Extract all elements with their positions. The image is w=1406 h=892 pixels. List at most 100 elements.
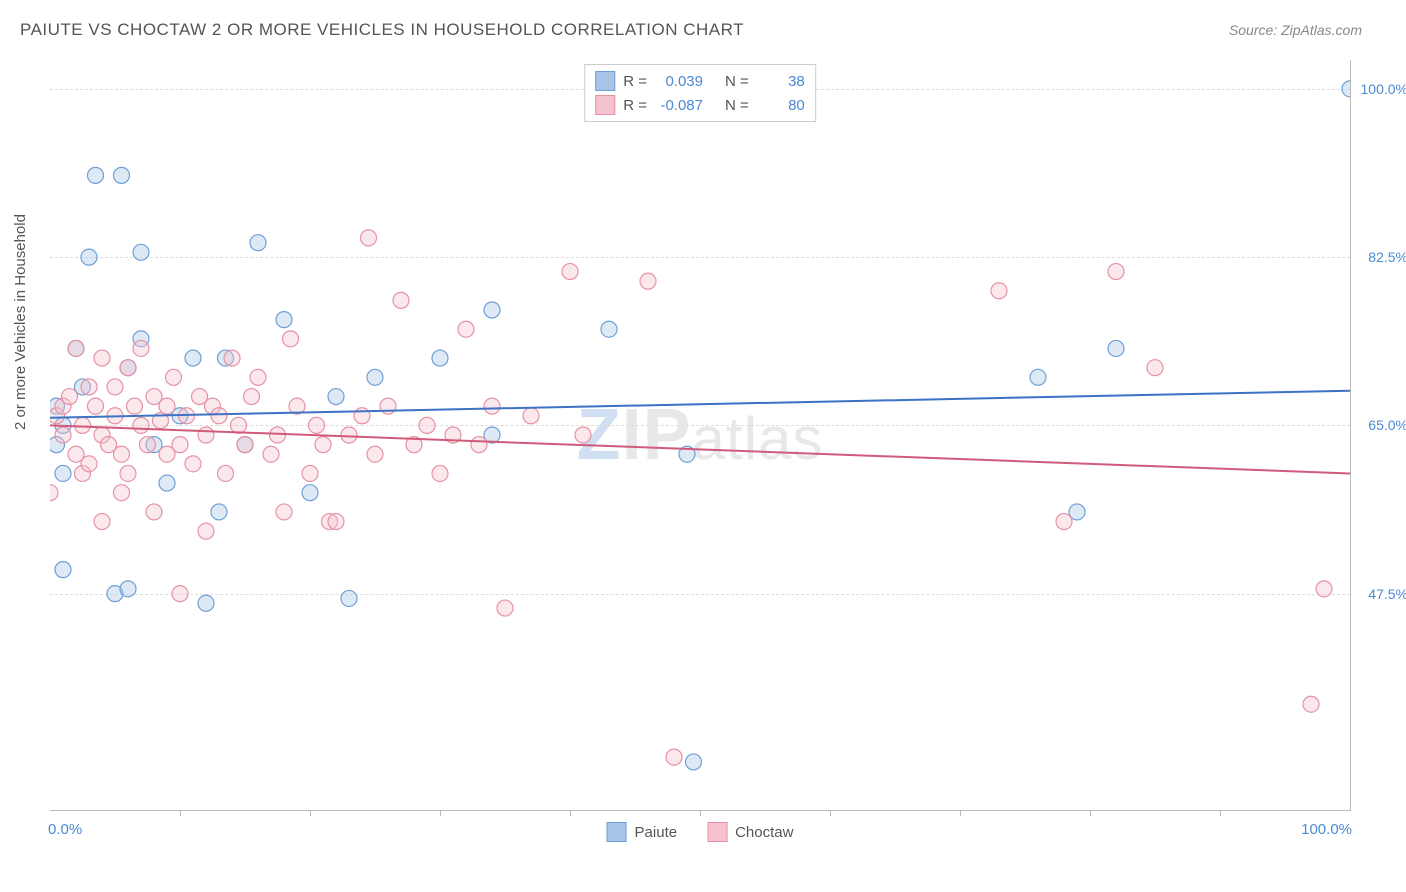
legend-label-paiute: Paiute xyxy=(635,824,678,841)
source-label: Source: xyxy=(1229,22,1277,38)
data-point xyxy=(1147,360,1163,376)
data-point xyxy=(114,485,130,501)
data-point xyxy=(185,456,201,472)
data-point xyxy=(114,167,130,183)
swatch-paiute-icon xyxy=(595,71,615,91)
legend-item-choctaw: Choctaw xyxy=(707,822,793,842)
legend-stats-row-paiute: R = 0.039 N = 38 xyxy=(595,69,805,93)
data-point xyxy=(575,427,591,443)
source-credit: Source: ZipAtlas.com xyxy=(1229,22,1362,38)
data-point xyxy=(471,437,487,453)
n-value-choctaw: 80 xyxy=(757,97,805,114)
data-point xyxy=(1030,369,1046,385)
data-point xyxy=(250,235,266,251)
data-point xyxy=(159,475,175,491)
legend-label-choctaw: Choctaw xyxy=(735,824,793,841)
data-point xyxy=(81,379,97,395)
data-point xyxy=(302,465,318,481)
data-point xyxy=(231,417,247,433)
x-axis-max-label: 100.0% xyxy=(1301,821,1352,838)
data-point xyxy=(120,465,136,481)
data-point xyxy=(562,264,578,280)
data-point xyxy=(601,321,617,337)
data-point xyxy=(458,321,474,337)
data-point xyxy=(133,244,149,260)
data-point xyxy=(367,446,383,462)
swatch-choctaw-icon xyxy=(707,822,727,842)
data-point xyxy=(244,389,260,405)
data-point xyxy=(302,485,318,501)
data-point xyxy=(50,485,58,501)
data-point xyxy=(159,398,175,414)
data-point xyxy=(367,369,383,385)
data-point xyxy=(250,369,266,385)
data-point xyxy=(991,283,1007,299)
scatter-plot xyxy=(50,60,1350,810)
data-point xyxy=(484,302,500,318)
data-point xyxy=(309,417,325,433)
data-point xyxy=(198,595,214,611)
chart-area: ZIPatlas 47.5%65.0%82.5%100.0% 0.0% 100.… xyxy=(50,60,1351,811)
data-point xyxy=(432,350,448,366)
data-point xyxy=(88,167,104,183)
data-point xyxy=(276,504,292,520)
data-point xyxy=(263,446,279,462)
y-tick-label: 100.0% xyxy=(1361,81,1406,97)
data-point xyxy=(68,340,84,356)
legend-item-paiute: Paiute xyxy=(607,822,678,842)
data-point xyxy=(1342,81,1350,97)
data-point xyxy=(81,456,97,472)
data-point xyxy=(523,408,539,424)
data-point xyxy=(55,562,71,578)
n-value-paiute: 38 xyxy=(757,73,805,90)
data-point xyxy=(133,340,149,356)
data-point xyxy=(94,514,110,530)
y-axis-label: 2 or more Vehicles in Household xyxy=(12,214,29,430)
data-point xyxy=(120,581,136,597)
data-point xyxy=(419,417,435,433)
data-point xyxy=(497,600,513,616)
data-point xyxy=(283,331,299,347)
data-point xyxy=(88,398,104,414)
data-point xyxy=(640,273,656,289)
data-point xyxy=(1108,264,1124,280)
legend-stats-row-choctaw: R = -0.087 N = 80 xyxy=(595,93,805,117)
y-tick-label: 65.0% xyxy=(1368,417,1406,433)
swatch-paiute-icon xyxy=(607,822,627,842)
data-point xyxy=(166,369,182,385)
r-label: R = xyxy=(623,73,647,90)
data-point xyxy=(1303,696,1319,712)
data-point xyxy=(185,350,201,366)
data-point xyxy=(224,350,240,366)
data-point xyxy=(55,427,71,443)
data-point xyxy=(81,249,97,265)
legend-stats: R = 0.039 N = 38 R = -0.087 N = 80 xyxy=(584,64,816,122)
data-point xyxy=(114,446,130,462)
header: PAIUTE VS CHOCTAW 2 OR MORE VEHICLES IN … xyxy=(0,0,1406,50)
data-point xyxy=(666,749,682,765)
data-point xyxy=(107,379,123,395)
data-point xyxy=(127,398,143,414)
data-point xyxy=(211,408,227,424)
data-point xyxy=(62,389,78,405)
x-axis-min-label: 0.0% xyxy=(48,821,82,838)
data-point xyxy=(686,754,702,770)
data-point xyxy=(361,230,377,246)
y-tick-label: 47.5% xyxy=(1368,586,1406,602)
source-value: ZipAtlas.com xyxy=(1281,22,1362,38)
data-point xyxy=(120,360,136,376)
data-point xyxy=(198,523,214,539)
r-value-paiute: 0.039 xyxy=(655,73,703,90)
data-point xyxy=(237,437,253,453)
data-point xyxy=(1056,514,1072,530)
n-label: N = xyxy=(725,97,749,114)
data-point xyxy=(341,427,357,443)
y-tick-label: 82.5% xyxy=(1368,249,1406,265)
data-point xyxy=(198,427,214,443)
data-point xyxy=(393,292,409,308)
data-point xyxy=(1108,340,1124,356)
data-point xyxy=(328,514,344,530)
data-point xyxy=(133,417,149,433)
data-point xyxy=(276,312,292,328)
data-point xyxy=(146,504,162,520)
